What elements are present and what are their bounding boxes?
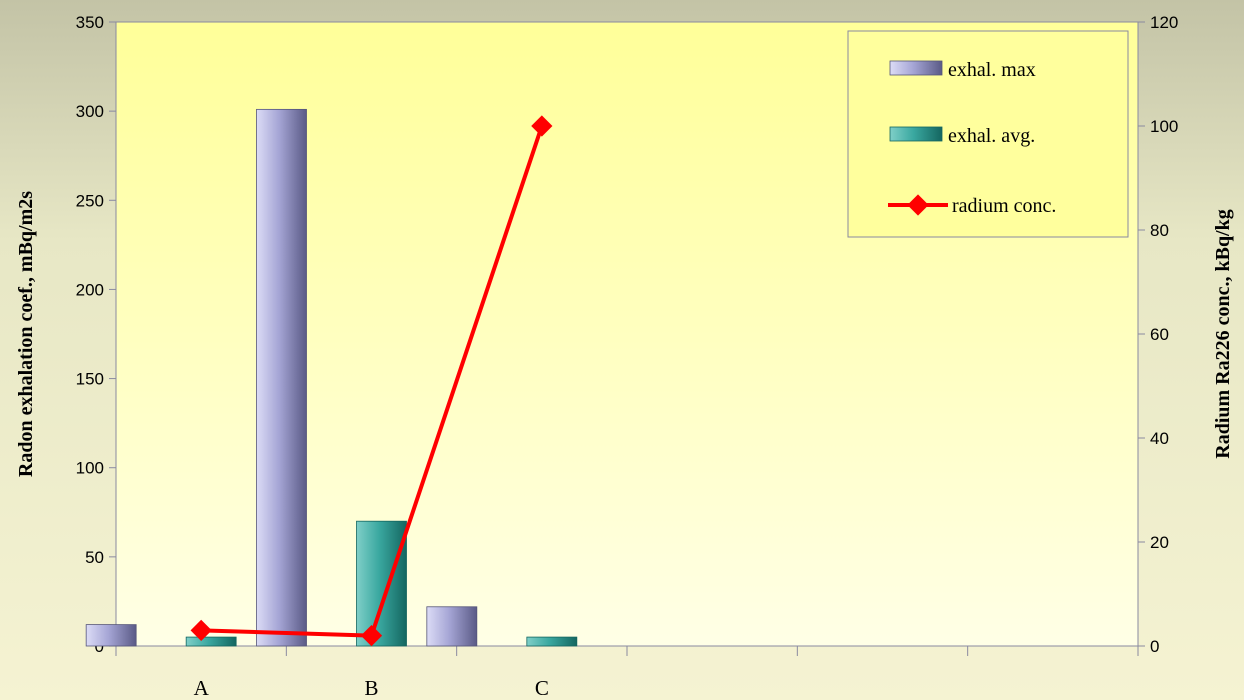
legend: exhal. max exhal. avg. radium conc. <box>847 30 1129 238</box>
y2-tick-label: 20 <box>1150 533 1169 552</box>
y2-axis-title: Radium Ra226 conc., kBq/kg <box>1212 209 1234 459</box>
bars <box>85 108 578 647</box>
bar-exhal-max <box>256 108 307 647</box>
y-tick-label: 350 <box>76 13 104 32</box>
bar-exhal-max <box>85 624 137 647</box>
line-series <box>190 115 553 647</box>
tick-labels: 0 50 100 150 200 250 300 350 0 20 40 60 80 100 120 A B C <box>76 13 1179 700</box>
radium-point <box>531 115 553 137</box>
y2-tick-label: 0 <box>1150 637 1159 656</box>
y2-tick-label: 80 <box>1150 221 1169 240</box>
legend-swatch-exhal-avg <box>889 126 943 142</box>
y2-tick-label: 40 <box>1150 429 1169 448</box>
legend-label-exhal-avg: exhal. avg. <box>948 125 1035 147</box>
y2-tick-label: 120 <box>1150 13 1178 32</box>
legend-label-radium: radium conc. <box>952 195 1056 217</box>
y-tick-label: 250 <box>76 191 104 210</box>
y-tick-label: 200 <box>76 280 104 299</box>
bar-exhal-avg <box>526 636 578 647</box>
bar-exhal-max <box>426 606 478 647</box>
bar-exhal-avg <box>356 520 407 647</box>
x-tick-label: B <box>364 676 378 700</box>
radium-point <box>360 624 383 647</box>
x-tick-label: C <box>535 676 549 700</box>
y2-tick-label: 60 <box>1150 325 1169 344</box>
y-tick-label: 50 <box>85 548 104 567</box>
y-axis-title: Radon exhalation coef., mBq/m2s <box>15 191 37 477</box>
y-tick-label: 0 <box>95 637 104 656</box>
y-tick-label: 100 <box>76 459 104 478</box>
legend-label-exhal-max: exhal. max <box>948 59 1036 81</box>
y-tick-label: 300 <box>76 102 104 121</box>
legend-marker-radium <box>907 194 929 216</box>
y2-tick-label: 100 <box>1150 117 1178 136</box>
radium-point <box>190 619 212 642</box>
legend-swatch-exhal-max <box>889 60 943 76</box>
y-tick-label: 150 <box>76 370 104 389</box>
x-tick-label: A <box>194 676 210 700</box>
bar-exhal-avg <box>185 636 237 647</box>
